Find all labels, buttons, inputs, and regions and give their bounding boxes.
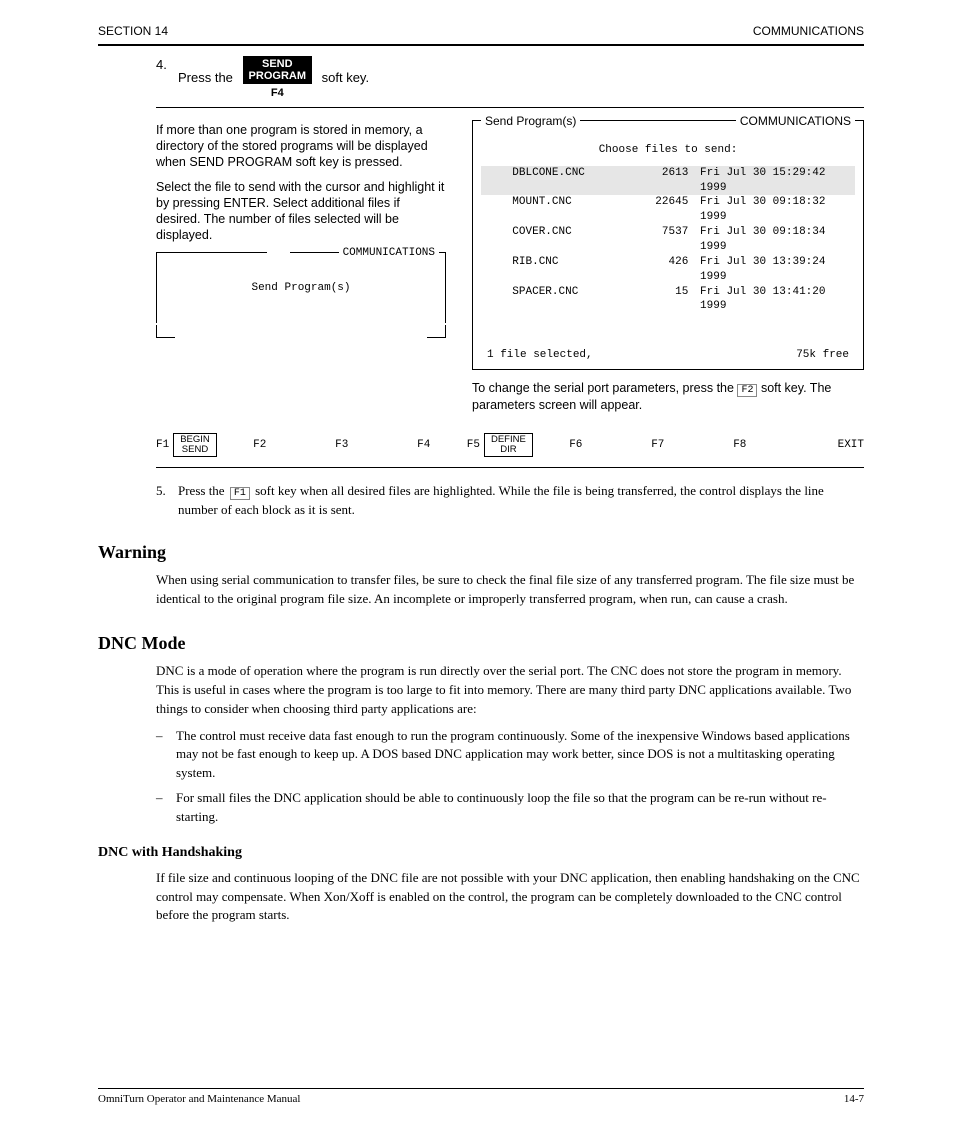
begin-send-softkey[interactable]: BEGIN SEND <box>173 433 217 457</box>
softkey-bar: F1 BEGIN SEND F2 F3 F4 F5 DEFINE DIR F6 … <box>156 433 864 457</box>
file-size: 2613 <box>639 166 688 196</box>
step4-post: soft key. <box>322 70 369 85</box>
step5-mid: soft key when all desired files are high… <box>178 483 824 517</box>
left-panel-line: Send Program(s) <box>167 281 435 296</box>
f6-label: F6 <box>537 439 615 451</box>
section-rule-2 <box>156 467 864 468</box>
dnc-bullet-2: For small files the DNC application shou… <box>176 789 864 827</box>
file-list: DBLCONE.CNC 2613 Fri Jul 30 15:29:42 199… <box>481 166 855 314</box>
file-date: Fri Jul 30 15:29:42 1999 <box>700 166 855 196</box>
step5-right-text: To change the serial port parameters, pr… <box>472 380 864 413</box>
file-date: Fri Jul 30 09:18:34 1999 <box>700 225 855 255</box>
file-size: 426 <box>639 255 688 285</box>
step5-p2a: To change the serial port parameters, pr… <box>472 381 734 395</box>
right-panel-title-right: COMMUNICATIONS <box>736 113 855 129</box>
section-rule-1 <box>156 107 864 108</box>
step4-pre: Press the <box>178 70 233 85</box>
f2-label: F2 <box>221 439 299 451</box>
f4-label: F4 <box>385 439 463 451</box>
file-name: MOUNT.CNC <box>512 195 639 225</box>
step4-text: Press the SEND PROGRAM F4 soft key. <box>178 56 864 101</box>
f8-label: F8 <box>701 439 779 451</box>
file-name: COVER.CNC <box>512 225 639 255</box>
file-row[interactable]: SPACER.CNC 15 Fri Jul 30 13:41:20 1999 <box>481 285 855 315</box>
send-program-key[interactable]: SEND PROGRAM <box>243 56 312 84</box>
header-section: SECTION 14 <box>98 24 168 38</box>
begin-send-l2: SEND <box>182 444 208 455</box>
files-selected: 1 file selected, <box>487 348 593 363</box>
file-name: RIB.CNC <box>512 255 639 285</box>
footer-left: OmniTurn Operator and Maintenance Manual <box>98 1093 300 1105</box>
left-para-1: If more than one program is stored in me… <box>156 122 446 171</box>
dnc-sub-body: If file size and continuous looping of t… <box>156 869 864 926</box>
define-dir-softkey[interactable]: DEFINE DIR <box>484 433 533 457</box>
file-size: 22645 <box>639 195 688 225</box>
file-row[interactable]: MOUNT.CNC 22645 Fri Jul 30 09:18:32 1999 <box>481 195 855 225</box>
file-size: 15 <box>639 285 688 315</box>
dnc-intro: DNC is a mode of operation where the pro… <box>156 662 864 719</box>
file-size: 7537 <box>639 225 688 255</box>
define-dir-l2: DIR <box>500 444 516 455</box>
dnc-heading: DNC Mode <box>98 633 864 654</box>
send-program-key-l2: PROGRAM <box>249 70 306 82</box>
step4-number: 4. <box>156 56 178 74</box>
send-program-key-sub: F4 <box>243 86 312 101</box>
file-date: Fri Jul 30 13:39:24 1999 <box>700 255 855 285</box>
footer-rule <box>98 1088 864 1089</box>
f2-key[interactable]: F2 <box>737 384 757 397</box>
left-para-2: Select the file to send with the cursor … <box>156 179 446 244</box>
right-panel-intro: Choose files to send: <box>481 143 855 158</box>
bullet-dash: – <box>156 727 176 784</box>
f1-label: F1 <box>156 439 169 451</box>
exit-label[interactable]: EXIT <box>838 439 864 451</box>
file-date: Fri Jul 30 13:41:20 1999 <box>700 285 855 315</box>
bullet-dash: – <box>156 789 176 827</box>
step5-text: Press the F1 soft key when all desired f… <box>178 482 864 518</box>
send-program-key-l1: SEND <box>262 58 293 70</box>
f5-label: F5 <box>467 439 480 451</box>
file-row[interactable]: COVER.CNC 7537 Fri Jul 30 09:18:34 1999 <box>481 225 855 255</box>
f3-label: F3 <box>303 439 381 451</box>
file-row[interactable]: DBLCONE.CNC 2613 Fri Jul 30 15:29:42 199… <box>481 166 855 196</box>
warning-heading: Warning <box>98 542 864 563</box>
warning-body: When using serial communication to trans… <box>156 571 864 609</box>
file-row[interactable]: RIB.CNC 426 Fri Jul 30 13:39:24 1999 <box>481 255 855 285</box>
file-date: Fri Jul 30 09:18:32 1999 <box>700 195 855 225</box>
left-panel-title: COMMUNICATIONS <box>339 246 439 261</box>
header-title: COMMUNICATIONS <box>753 24 864 38</box>
dnc-bullet-1: The control must receive data fast enoug… <box>176 727 864 784</box>
step5-number: 5. <box>156 482 178 500</box>
footer-right: 14-7 <box>844 1093 864 1105</box>
file-name: SPACER.CNC <box>512 285 639 315</box>
f1-key-inline[interactable]: F1 <box>230 487 250 500</box>
disk-free: 75k free <box>796 348 849 363</box>
step5-pre: Press the <box>178 483 225 498</box>
file-name: DBLCONE.CNC <box>512 166 639 196</box>
f7-label: F7 <box>619 439 697 451</box>
right-panel-title-left: Send Program(s) <box>481 113 580 129</box>
header-rule <box>98 44 864 46</box>
dnc-sub-heading: DNC with Handshaking <box>98 845 864 861</box>
